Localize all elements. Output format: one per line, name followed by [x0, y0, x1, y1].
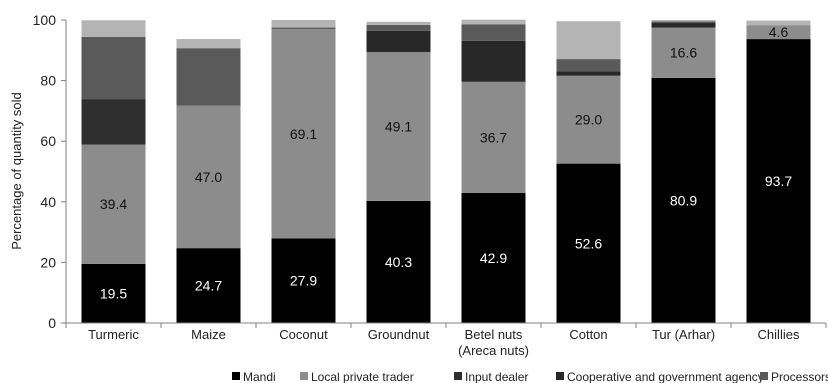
- bar-segment: [81, 20, 146, 37]
- data-label: 80.9: [670, 192, 697, 208]
- bar-segment: [746, 25, 811, 40]
- x-tick-label: Tur (Arhar): [652, 327, 715, 342]
- legend-label: Local private trader: [311, 370, 414, 383]
- data-label: 29.0: [575, 112, 602, 128]
- y-tick-label: 100: [33, 12, 57, 28]
- bar-segment: [651, 77, 716, 323]
- data-label: 24.7: [195, 278, 222, 294]
- bar-segment: [461, 193, 526, 323]
- x-tick-label: Coconut: [279, 327, 328, 342]
- data-label: 52.6: [575, 235, 602, 251]
- legend-swatch: [760, 372, 768, 380]
- data-label: 93.7: [765, 173, 792, 189]
- y-tick-label: 60: [40, 133, 56, 149]
- bar-segment: [81, 144, 146, 264]
- x-tick-label: Chillies: [758, 327, 800, 342]
- data-label: 69.1: [290, 126, 317, 142]
- bar-segment: [366, 200, 431, 323]
- bar-segment: [81, 36, 146, 100]
- y-axis: 0 20 40 60 80 100: [33, 12, 67, 331]
- bar-segment: [366, 30, 431, 53]
- bar-segment: [651, 21, 716, 24]
- bar-segment: [366, 24, 431, 31]
- bar-segment: [176, 105, 241, 249]
- data-label: 49.1: [385, 119, 412, 135]
- x-tick-label: Maize: [191, 327, 226, 342]
- bar-segment: [651, 27, 716, 78]
- data-label: 16.6: [670, 45, 697, 61]
- y-tick-label: 80: [40, 73, 56, 89]
- y-tick-label: 0: [48, 315, 56, 331]
- legend-label: Mandi: [243, 370, 276, 383]
- x-tick-label: Betel nuts: [465, 327, 523, 342]
- data-label: 4.6: [769, 24, 789, 40]
- bar-segment: [556, 163, 621, 323]
- data-label: 42.9: [480, 250, 507, 266]
- bar-segment: [556, 59, 621, 72]
- data-label: 27.9: [290, 273, 317, 289]
- bar-segment: [366, 52, 431, 201]
- bar-segment: [556, 75, 621, 164]
- bar-segment: [556, 21, 621, 60]
- data-label: 36.7: [480, 129, 507, 145]
- y-tick-label: 20: [40, 254, 56, 270]
- bar-segment: [461, 40, 526, 82]
- data-label: 19.5: [100, 285, 127, 301]
- bar-segment: [271, 27, 336, 30]
- bar-segment: [461, 19, 526, 25]
- bar-segment: [461, 24, 526, 41]
- bar-segment: [271, 29, 336, 239]
- bar-segment: [271, 20, 336, 28]
- y-tick-label: 40: [40, 194, 56, 210]
- bar-segment: [176, 48, 241, 106]
- y-axis-title: Percentage of quantity sold: [9, 92, 24, 250]
- legend-label: Processors: [771, 370, 828, 383]
- bar-segment: [556, 71, 621, 76]
- x-tick-label: (Areca nuts): [458, 343, 529, 358]
- bar-segment: [271, 238, 336, 323]
- bar-segment: [176, 39, 241, 49]
- legend-swatch: [300, 372, 308, 380]
- x-tick-label: Groundnut: [368, 327, 430, 342]
- data-label: 40.3: [385, 254, 412, 270]
- x-axis: Turmeric Maize Coconut Groundnut Betel nuts(…: [65, 322, 827, 358]
- legend: Mandi Local private trader Input dealer Coo…: [232, 370, 828, 383]
- bar-segment: [461, 81, 526, 194]
- bar-segment: [366, 21, 431, 25]
- legend-label: Cooperative and government agency: [567, 370, 764, 383]
- bar-segment: [81, 99, 146, 145]
- bar-segment: [746, 39, 811, 324]
- bar-segment: [176, 248, 241, 323]
- legend-swatch: [454, 372, 462, 380]
- x-tick-label: Turmeric: [88, 327, 139, 342]
- bars: 19.5 39.4 24.7 47.0 27.9 69.1 40.3 49.1 42.9 36.7…: [81, 19, 811, 324]
- bar-segment: [746, 20, 811, 26]
- x-tick-label: Cotton: [569, 327, 607, 342]
- data-label: 39.4: [100, 196, 127, 212]
- data-label: 47.0: [195, 169, 222, 185]
- bar-segment: [81, 263, 146, 323]
- legend-swatch: [232, 372, 240, 380]
- bar-segment: [651, 20, 716, 22]
- legend-label: Input dealer: [465, 370, 528, 383]
- bar-segment: [651, 23, 716, 28]
- legend-swatch: [556, 372, 564, 380]
